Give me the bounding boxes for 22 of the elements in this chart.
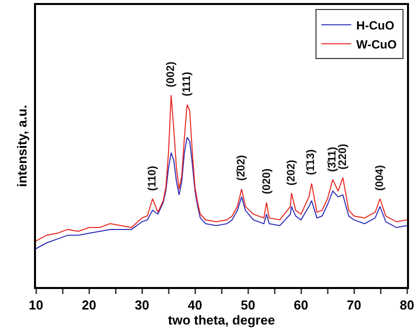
x-tick-label: 20 bbox=[82, 298, 96, 313]
legend-label: W-CuO bbox=[356, 37, 397, 52]
annotation: (004) bbox=[374, 164, 386, 191]
x-tick-label: 80 bbox=[400, 298, 414, 313]
x-tick-label: 70 bbox=[346, 298, 362, 313]
annotation: (1̄13) bbox=[305, 148, 318, 176]
y-axis-title: intensity, a.u. bbox=[14, 104, 30, 188]
x-axis-title: two theta, degree bbox=[168, 312, 275, 328]
annotation: (220) bbox=[337, 144, 350, 170]
annotation: (110) bbox=[146, 165, 158, 191]
annotation: (2̄02) bbox=[235, 154, 248, 181]
annotation: (111) bbox=[180, 72, 193, 96]
annotation: (3̄11) bbox=[326, 146, 339, 172]
x-tick-label: 60 bbox=[294, 298, 308, 313]
x-tick-label: 10 bbox=[28, 298, 44, 313]
annotation: (002) bbox=[164, 61, 177, 88]
x-tick-label: 40 bbox=[188, 298, 202, 313]
legend-label: H-CuO bbox=[356, 18, 394, 32]
annotation: (020) bbox=[260, 168, 273, 194]
x-tick-label: 30 bbox=[134, 298, 150, 313]
annotation: (202) bbox=[285, 159, 298, 186]
x-tick-label: 50 bbox=[240, 298, 256, 313]
